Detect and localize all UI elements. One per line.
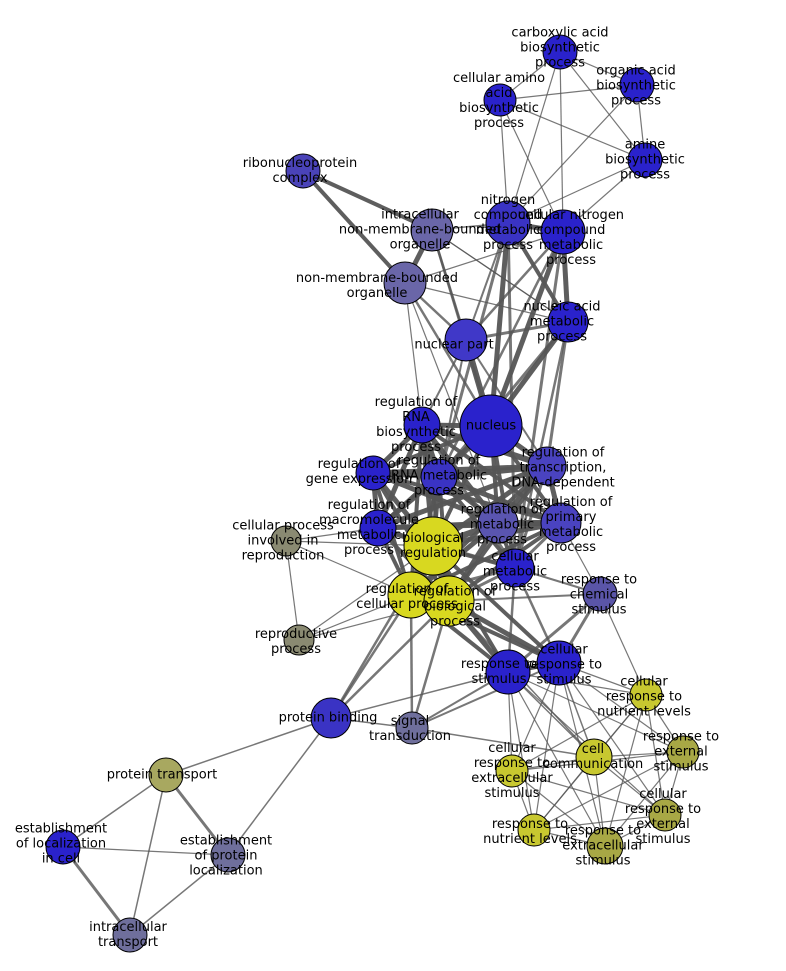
network-node-cellular-response-to-nutrient-levels[interactable] <box>629 678 663 712</box>
network-node-amine-biosynthetic-process[interactable] <box>627 142 663 178</box>
network-edge <box>372 471 562 525</box>
network-edge <box>431 229 569 323</box>
network-node-regulation-of-transcription-dna-dependent[interactable] <box>527 446 567 486</box>
network-node-cellular-response-to-external-stimulus[interactable] <box>648 798 682 832</box>
network-edge <box>558 662 684 753</box>
network-node-intracellular-non-membrane-bounded-organelle[interactable] <box>410 208 454 252</box>
network-node-organic-acid-biosynthetic-process[interactable] <box>619 67 655 103</box>
network-node-reproductive-process[interactable] <box>283 624 315 656</box>
network-node-signal-transduction[interactable] <box>395 711 429 745</box>
network-edge <box>61 846 132 936</box>
network-edge <box>285 540 300 641</box>
network-edge <box>507 159 646 224</box>
network-node-nitrogen-compound-metabolic-process[interactable] <box>485 200 531 246</box>
network-edge <box>165 717 332 776</box>
network-edge <box>411 662 560 729</box>
network-edge <box>488 222 511 427</box>
network-edge <box>507 671 606 847</box>
network-node-cellular-response-to-extracellular-stimulus[interactable] <box>495 754 529 788</box>
network-edge <box>533 814 666 831</box>
network-node-response-to-external-stimulus[interactable] <box>666 735 700 769</box>
network-edge <box>545 321 570 467</box>
network-node-non-membrane-bounded-organelle[interactable] <box>383 261 427 305</box>
network-node-regulation-of-rna-metabolic-process[interactable] <box>420 458 458 496</box>
network-edge <box>513 321 570 569</box>
network-edge <box>599 593 647 696</box>
network-edge <box>507 51 561 224</box>
network-node-cellular-process-involved-in-reproduction[interactable] <box>270 525 302 557</box>
network-node-regulation-of-biological-process[interactable] <box>423 575 475 627</box>
network-node-nucleic-acid-metabolic-process[interactable] <box>547 301 589 343</box>
network-node-intracellular-transport[interactable] <box>112 917 148 953</box>
network-edge <box>302 169 433 232</box>
network-edge <box>404 231 564 284</box>
network-edge <box>411 727 595 758</box>
network-edge <box>301 169 407 285</box>
network-node-cell-communication[interactable] <box>575 738 613 776</box>
network-edge <box>330 671 509 719</box>
network-edge <box>511 694 647 772</box>
network-edge <box>507 671 684 753</box>
network-edge <box>329 594 413 719</box>
network-node-response-to-extracellular-stimulus[interactable] <box>586 827 624 865</box>
network-edge <box>129 854 229 936</box>
network-node-regulation-of-gene-expression[interactable] <box>355 455 391 491</box>
network-node-response-to-nutrient-levels[interactable] <box>517 813 551 847</box>
network-edge <box>129 774 167 936</box>
network-edge <box>511 770 606 847</box>
network-node-cellular-amino-acid-biosynthetic-process[interactable] <box>483 83 517 117</box>
network-edge <box>227 717 332 856</box>
network-node-protein-transport[interactable] <box>148 757 184 793</box>
network-node-cellular-response-to-stimulus[interactable] <box>536 640 582 686</box>
network-edge <box>507 84 638 224</box>
node-layer <box>45 34 700 953</box>
network-node-protein-binding[interactable] <box>310 697 352 739</box>
network-edge <box>533 662 560 831</box>
network-edge <box>372 463 548 476</box>
network-edge <box>499 84 638 101</box>
network-node-carboxylic-acid-biosynthetic-process[interactable] <box>542 34 578 70</box>
network-edge <box>62 774 167 848</box>
network-node-regulation-of-rna-biosynthetic-process[interactable] <box>403 406 441 444</box>
network-node-response-to-stimulus[interactable] <box>485 649 531 695</box>
network-node-establishment-of-localization-in-cell[interactable] <box>45 829 81 865</box>
network-edge <box>404 282 423 426</box>
network-node-ribonucleoprotein-complex[interactable] <box>285 153 321 189</box>
network-node-establishment-of-protein-localization[interactable] <box>210 837 246 873</box>
network-node-cellular-nitrogen-compound-metabolic-process[interactable] <box>540 209 586 255</box>
network-node-nucleus[interactable] <box>459 394 523 458</box>
network-node-cellular-metabolic-process[interactable] <box>495 548 535 588</box>
network-node-regulation-of-primary-metabolic-process[interactable] <box>540 502 582 544</box>
network-edge <box>559 51 646 161</box>
network-node-nuclear-part[interactable] <box>444 318 488 362</box>
network-edge <box>499 99 564 233</box>
network-node-response-to-chemical-stimulus[interactable] <box>582 576 618 612</box>
network-edge <box>558 662 666 816</box>
network-edge <box>62 846 229 856</box>
network-node-regulation-of-metabolic-process[interactable] <box>477 502 519 544</box>
network-edge <box>404 282 569 323</box>
network-edge <box>604 751 684 847</box>
network-node-biological-regulation[interactable] <box>403 516 463 576</box>
edge-layer <box>61 51 684 936</box>
network-node-regulation-of-macromolecule-metabolic-process[interactable] <box>359 509 397 547</box>
network-edge <box>372 470 499 526</box>
network-edge <box>533 751 684 831</box>
network-edge <box>511 770 666 816</box>
network-edge <box>559 51 564 233</box>
network-edge <box>330 600 450 719</box>
network-edge <box>499 99 646 161</box>
